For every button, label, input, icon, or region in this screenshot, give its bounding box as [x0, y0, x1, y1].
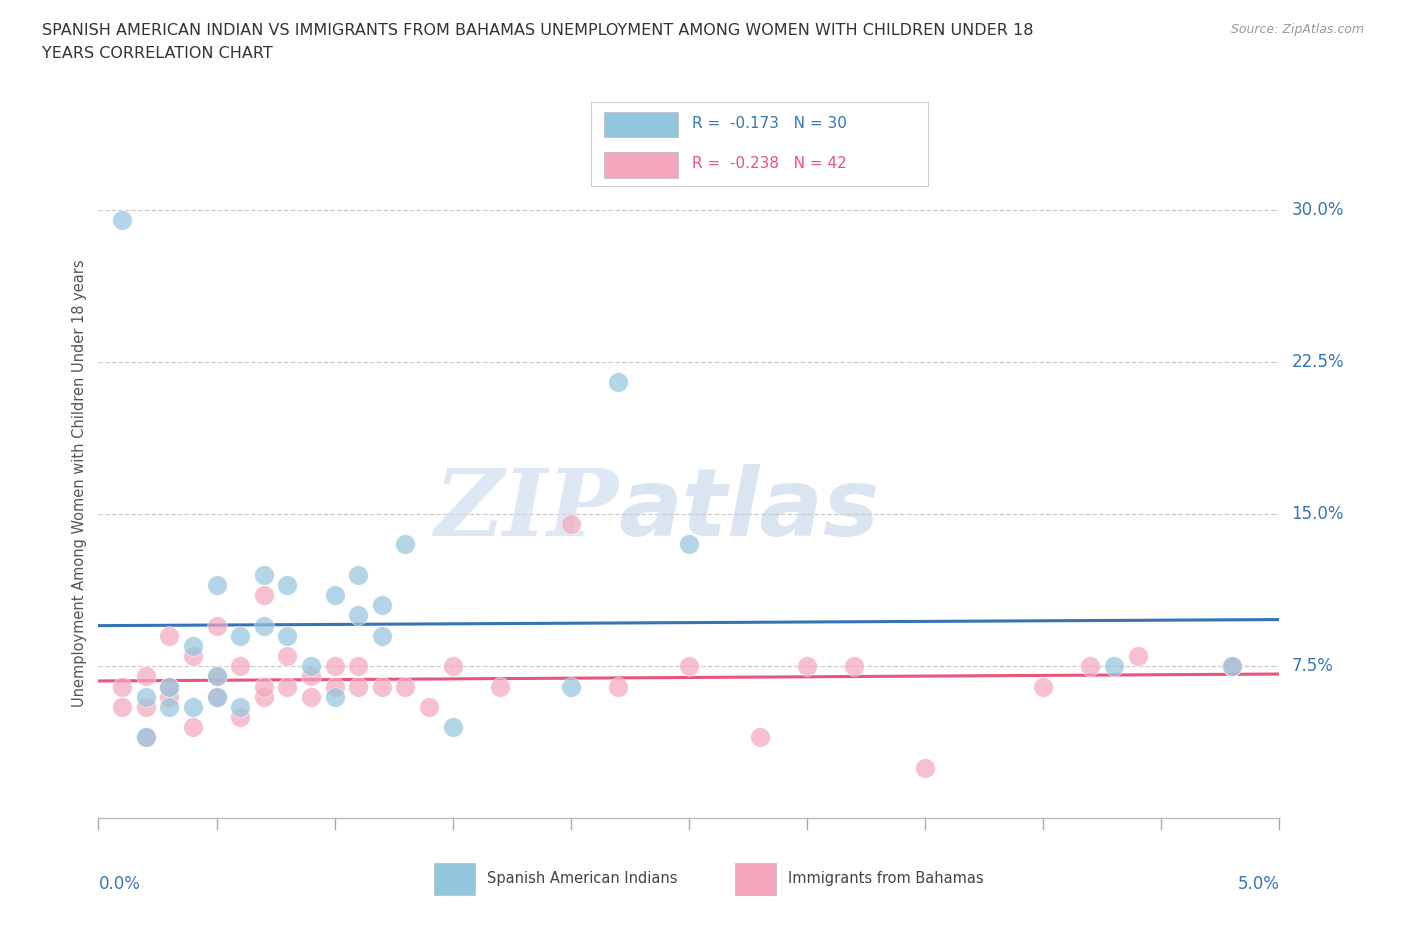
Point: [205, 578, 228, 592]
Text: atlas: atlas: [619, 464, 879, 556]
Point: [1080, 658, 1102, 673]
FancyBboxPatch shape: [605, 152, 678, 178]
Point: [371, 598, 394, 613]
Point: [1126, 648, 1149, 663]
Point: [205, 669, 228, 684]
Point: [135, 669, 157, 684]
Point: [181, 699, 204, 714]
Point: [299, 689, 322, 704]
Point: [111, 699, 134, 714]
Point: [111, 679, 134, 694]
Point: [229, 629, 252, 644]
Point: [347, 679, 370, 694]
Point: [276, 578, 298, 592]
Point: [157, 679, 180, 694]
Point: [229, 710, 252, 724]
Point: [796, 658, 818, 673]
Text: 22.5%: 22.5%: [1291, 352, 1344, 371]
Point: [111, 212, 134, 227]
Point: [678, 537, 700, 551]
Text: YEARS CORRELATION CHART: YEARS CORRELATION CHART: [42, 46, 273, 61]
Point: [347, 608, 370, 623]
Point: [253, 679, 276, 694]
Text: 15.0%: 15.0%: [1291, 505, 1344, 523]
Point: [394, 679, 416, 694]
Text: R =  -0.238   N = 42: R = -0.238 N = 42: [692, 156, 846, 171]
Point: [157, 629, 180, 644]
Point: [371, 629, 394, 644]
Point: [1032, 679, 1054, 694]
Point: [181, 648, 204, 663]
Point: [323, 679, 346, 694]
Point: [560, 517, 582, 532]
Text: ZIP: ZIP: [434, 465, 619, 555]
FancyBboxPatch shape: [605, 112, 678, 138]
Point: [1102, 658, 1125, 673]
Point: [441, 658, 464, 673]
Point: [748, 730, 770, 745]
Point: [229, 658, 252, 673]
Point: [323, 689, 346, 704]
Point: [253, 588, 276, 603]
Point: [135, 699, 157, 714]
Point: [371, 679, 394, 694]
Point: [157, 679, 180, 694]
Point: [418, 699, 440, 714]
Point: [205, 689, 228, 704]
Point: [135, 689, 157, 704]
Point: [323, 588, 346, 603]
Point: [135, 730, 157, 745]
Text: Immigrants from Bahamas: Immigrants from Bahamas: [787, 871, 984, 886]
Point: [323, 658, 346, 673]
Text: R =  -0.173   N = 30: R = -0.173 N = 30: [692, 115, 846, 131]
Point: [157, 689, 180, 704]
Point: [205, 618, 228, 633]
Point: [229, 699, 252, 714]
Text: 7.5%: 7.5%: [1291, 658, 1333, 675]
Y-axis label: Unemployment Among Women with Children Under 18 years: Unemployment Among Women with Children U…: [72, 259, 87, 708]
Point: [441, 720, 464, 735]
Point: [181, 639, 204, 654]
Point: [157, 699, 180, 714]
Point: [276, 679, 298, 694]
Point: [299, 669, 322, 684]
Point: [394, 537, 416, 551]
Point: [135, 730, 157, 745]
Text: 0.0%: 0.0%: [98, 875, 141, 893]
Point: [347, 658, 370, 673]
FancyBboxPatch shape: [735, 863, 776, 895]
Point: [607, 679, 630, 694]
Point: [253, 618, 276, 633]
Text: Spanish American Indians: Spanish American Indians: [486, 871, 678, 886]
FancyBboxPatch shape: [433, 863, 475, 895]
Text: SPANISH AMERICAN INDIAN VS IMMIGRANTS FROM BAHAMAS UNEMPLOYMENT AMONG WOMEN WITH: SPANISH AMERICAN INDIAN VS IMMIGRANTS FR…: [42, 23, 1033, 38]
Point: [299, 658, 322, 673]
Point: [1220, 658, 1243, 673]
Point: [607, 375, 630, 390]
Point: [560, 679, 582, 694]
Point: [181, 720, 204, 735]
Point: [276, 629, 298, 644]
Text: 5.0%: 5.0%: [1237, 875, 1279, 893]
Point: [205, 689, 228, 704]
Text: 30.0%: 30.0%: [1291, 201, 1344, 219]
Point: [276, 648, 298, 663]
Text: Source: ZipAtlas.com: Source: ZipAtlas.com: [1230, 23, 1364, 36]
Point: [1220, 658, 1243, 673]
Point: [678, 658, 700, 673]
Point: [253, 567, 276, 582]
Point: [844, 658, 866, 673]
Point: [914, 760, 936, 775]
Point: [253, 689, 276, 704]
Point: [347, 567, 370, 582]
Point: [205, 669, 228, 684]
Point: [489, 679, 512, 694]
